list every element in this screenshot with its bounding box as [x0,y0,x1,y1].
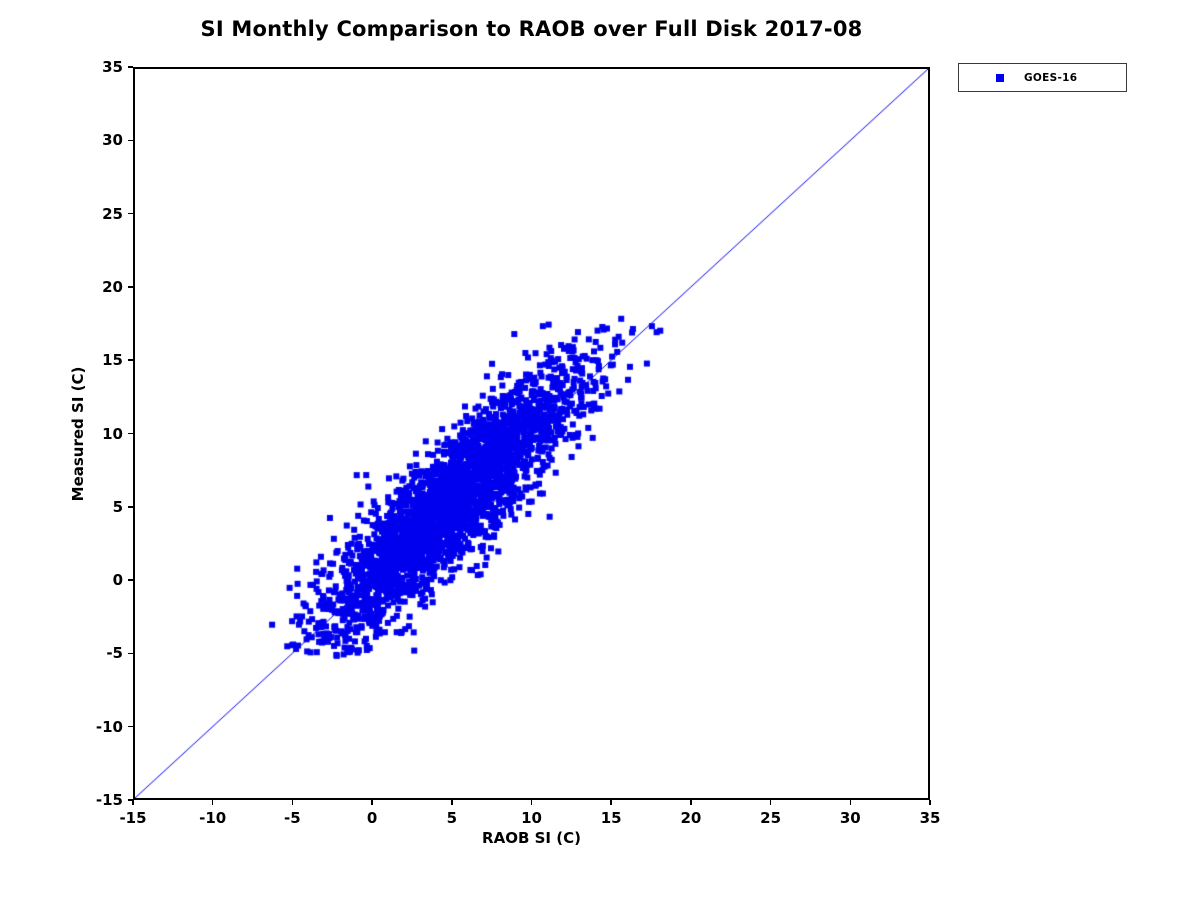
y-tick-mark [128,799,133,801]
x-tick-mark [849,800,852,805]
y-tick-mark [128,139,133,142]
x-tick-label: 15 [600,809,622,827]
x-tick-label: 10 [521,809,542,827]
x-tick-mark [291,800,294,805]
chart-title: SI Monthly Comparison to RAOB over Full … [200,17,863,41]
y-tick-label: 15 [102,351,123,370]
legend-label: GOES-16 [1024,71,1078,84]
y-tick-mark [128,286,133,288]
y-tick-mark [128,359,133,361]
x-tick-mark [371,800,373,805]
x-tick-label: -10 [199,809,227,827]
x-tick-label: 25 [760,809,782,827]
y-tick-label: 25 [102,204,123,223]
x-tick-label: 0 [366,809,378,827]
x-tick-mark [451,800,453,805]
y-tick-label: -10 [95,717,123,736]
x-tick-label: 30 [839,809,861,827]
y-axis-label: Measured SI (C) [69,366,87,502]
y-tick-mark [128,212,133,215]
y-tick-mark [128,725,133,728]
y-tick-mark [128,579,133,581]
x-tick-mark [929,800,931,805]
legend: GOES-16 [958,63,1127,92]
y-tick-label: 5 [112,497,123,516]
x-tick-label: 5 [446,809,458,827]
y-tick-mark [128,652,133,655]
x-tick-mark [211,800,214,805]
x-tick-mark [769,800,772,805]
y-tick-label: 20 [102,277,123,296]
y-tick-label: 0 [112,571,123,590]
y-tick-label: -5 [106,644,123,663]
x-tick-mark [530,800,533,805]
x-tick-label: 35 [919,809,941,827]
x-tick-mark [690,800,692,805]
x-tick-label: -5 [284,809,301,827]
y-tick-label: 35 [102,58,123,76]
y-tick-mark [128,506,133,508]
plot-area [133,67,930,800]
y-tick-label: 30 [102,131,123,150]
x-tick-mark [610,800,612,805]
legend-marker-icon [996,73,1004,82]
x-tick-label: -15 [119,809,147,827]
scatter-canvas [135,69,928,798]
x-tick-label: 20 [680,809,702,827]
x-tick-mark [132,800,134,805]
y-tick-label: 10 [102,424,123,443]
y-tick-mark [128,66,133,68]
y-tick-label: -15 [95,791,123,809]
x-axis-label: RAOB SI (C) [482,829,581,847]
y-tick-mark [128,432,133,435]
